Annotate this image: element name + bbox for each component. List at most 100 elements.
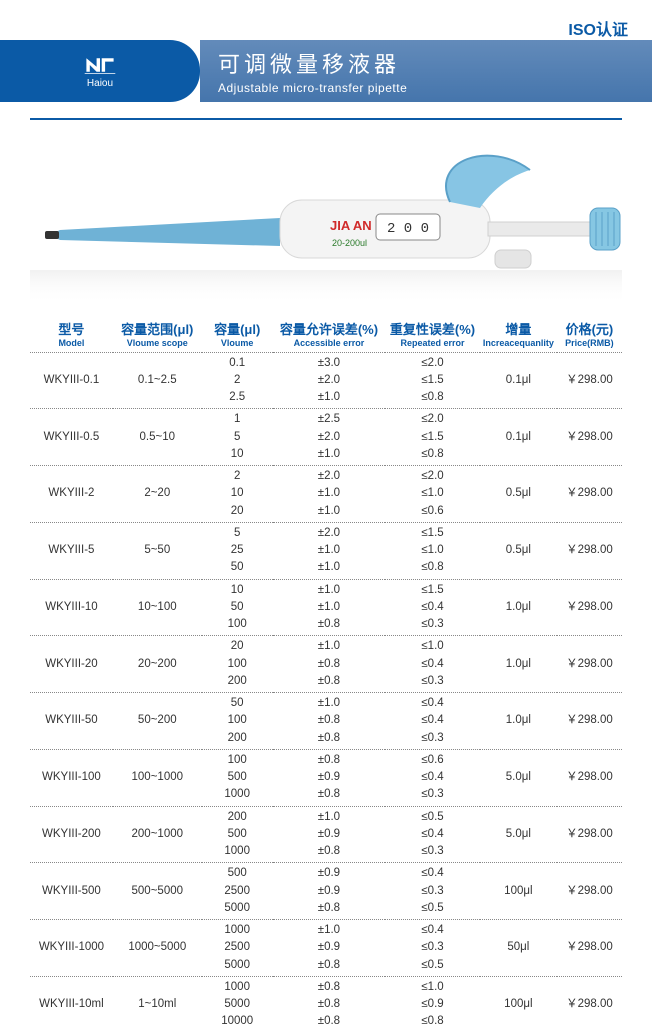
cell-price: ￥298.00 [557, 636, 622, 693]
cell-incr: 5.0μl [480, 806, 557, 863]
cell-model: WKYIII-50 [30, 693, 113, 750]
table-row: WKYIII-100100~1000100 500 1000±0.8 ±0.9 … [30, 749, 622, 806]
cell-scope: 0.5~10 [113, 409, 202, 466]
cell-volume: 1 5 10 [202, 409, 273, 466]
cell-aerr: ±2.0 ±1.0 ±1.0 [273, 522, 385, 579]
col-header: 容量允许误差(%)Accessible error [273, 320, 385, 352]
cell-scope: 10~100 [113, 579, 202, 636]
cell-aerr: ±1.0 ±0.9 ±0.8 [273, 806, 385, 863]
cell-price: ￥298.00 [557, 920, 622, 977]
col-header: 价格(元)Price(RMB) [557, 320, 622, 352]
pipette-range-label: 20-200ul [332, 238, 367, 248]
table-row: WKYIII-5050~20050 100 200±1.0 ±0.8 ±0.8≤… [30, 693, 622, 750]
cell-incr: 100μl [480, 976, 557, 1032]
col-header-cn: 型号 [31, 322, 112, 338]
cell-scope: 5~50 [113, 522, 202, 579]
col-header-cn: 容量(μl) [203, 322, 272, 338]
cell-model: WKYIII-500 [30, 863, 113, 920]
col-header-cn: 容量范围(μl) [114, 322, 201, 338]
cell-volume: 100 500 1000 [202, 749, 273, 806]
cell-incr: 100μl [480, 863, 557, 920]
cell-model: WKYIII-1000 [30, 920, 113, 977]
col-header: 增量Increacequanlity [480, 320, 557, 352]
cell-scope: 1000~5000 [113, 920, 202, 977]
table-row: WKYIII-10001000~50001000 2500 5000±1.0 ±… [30, 920, 622, 977]
cell-rerr: ≤0.6 ≤0.4 ≤0.3 [385, 749, 480, 806]
cell-aerr: ±2.5 ±2.0 ±1.0 [273, 409, 385, 466]
cell-model: WKYIII-0.5 [30, 409, 113, 466]
col-header-en: Accessible error [274, 338, 384, 349]
cell-aerr: ±1.0 ±1.0 ±0.8 [273, 579, 385, 636]
cell-volume: 5 25 50 [202, 522, 273, 579]
cell-incr: 0.5μl [480, 466, 557, 523]
cell-incr: 50μl [480, 920, 557, 977]
header-band: Haiou 可调微量移液器 Adjustable micro-transfer … [0, 40, 652, 102]
table-row: WKYIII-1010~10010 50 100±1.0 ±1.0 ±0.8≤1… [30, 579, 622, 636]
cell-rerr: ≤0.4 ≤0.3 ≤0.5 [385, 920, 480, 977]
cell-scope: 2~20 [113, 466, 202, 523]
col-header-en: Vloume scope [114, 338, 201, 349]
cell-rerr: ≤1.5 ≤0.4 ≤0.3 [385, 579, 480, 636]
spec-table-body: WKYIII-0.10.1~2.50.1 2 2.5±3.0 ±2.0 ±1.0… [30, 352, 622, 1033]
table-row: WKYIII-10ml1~10ml1000 5000 10000±0.8 ±0.… [30, 976, 622, 1032]
col-header-cn: 增量 [481, 322, 556, 338]
cell-aerr: ±0.8 ±0.8 ±0.8 [273, 976, 385, 1032]
cell-volume: 20 100 200 [202, 636, 273, 693]
cell-rerr: ≤1.5 ≤1.0 ≤0.8 [385, 522, 480, 579]
table-row: WKYIII-2020~20020 100 200±1.0 ±0.8 ±0.8≤… [30, 636, 622, 693]
cell-model: WKYIII-100 [30, 749, 113, 806]
spec-table: 型号Model容量范围(μl)Vloume scope容量(μl)Vloume容… [30, 320, 622, 1033]
col-header-cn: 容量允许误差(%) [274, 322, 384, 338]
cell-rerr: ≤2.0 ≤1.0 ≤0.6 [385, 466, 480, 523]
pipette-display-value: 2 0 0 [387, 221, 429, 237]
col-header: 容量(μl)Vloume [202, 320, 273, 352]
title-english: Adjustable micro-transfer pipette [218, 81, 652, 95]
cell-price: ￥298.00 [557, 579, 622, 636]
col-header-en: Model [31, 338, 112, 349]
cell-price: ￥298.00 [557, 806, 622, 863]
brand-pill: Haiou [0, 40, 200, 102]
cell-aerr: ±1.0 ±0.8 ±0.8 [273, 693, 385, 750]
brand-logo-icon [83, 54, 117, 76]
table-row: WKYIII-200200~1000200 500 1000±1.0 ±0.9 … [30, 806, 622, 863]
cell-rerr: ≤0.4 ≤0.4 ≤0.3 [385, 693, 480, 750]
brand-name: Haiou [87, 78, 113, 89]
cell-price: ￥298.00 [557, 522, 622, 579]
cell-rerr: ≤0.5 ≤0.4 ≤0.3 [385, 806, 480, 863]
spec-table-head: 型号Model容量范围(μl)Vloume scope容量(μl)Vloume容… [30, 320, 622, 352]
title-chinese: 可调微量移液器 [218, 47, 652, 79]
cell-scope: 200~1000 [113, 806, 202, 863]
cell-incr: 0.1μl [480, 409, 557, 466]
col-header: 型号Model [30, 320, 113, 352]
iso-badge: ISO认证 [568, 16, 628, 40]
cell-model: WKYIII-2 [30, 466, 113, 523]
cell-incr: 1.0μl [480, 636, 557, 693]
cell-price: ￥298.00 [557, 976, 622, 1032]
table-row: WKYIII-55~505 25 50±2.0 ±1.0 ±1.0≤1.5 ≤1… [30, 522, 622, 579]
pipette-brand-label: JIA AN [330, 218, 372, 233]
cell-volume: 10 50 100 [202, 579, 273, 636]
cell-scope: 20~200 [113, 636, 202, 693]
cell-scope: 50~200 [113, 693, 202, 750]
cell-volume: 1000 5000 10000 [202, 976, 273, 1032]
cell-aerr: ±1.0 ±0.9 ±0.8 [273, 920, 385, 977]
cell-rerr: ≤2.0 ≤1.5 ≤0.8 [385, 352, 480, 409]
cell-rerr: ≤1.0 ≤0.9 ≤0.8 [385, 976, 480, 1032]
cell-volume: 0.1 2 2.5 [202, 352, 273, 409]
cell-model: WKYIII-5 [30, 522, 113, 579]
table-row: WKYIII-0.50.5~101 5 10±2.5 ±2.0 ±1.0≤2.0… [30, 409, 622, 466]
cell-rerr: ≤1.0 ≤0.4 ≤0.3 [385, 636, 480, 693]
cell-model: WKYIII-10ml [30, 976, 113, 1032]
cell-price: ￥298.00 [557, 693, 622, 750]
cell-volume: 500 2500 5000 [202, 863, 273, 920]
cell-volume: 2 10 20 [202, 466, 273, 523]
cell-aerr: ±3.0 ±2.0 ±1.0 [273, 352, 385, 409]
cell-incr: 0.1μl [480, 352, 557, 409]
cell-price: ￥298.00 [557, 352, 622, 409]
cell-volume: 200 500 1000 [202, 806, 273, 863]
divider-line [30, 118, 622, 120]
cell-aerr: ±0.8 ±0.9 ±0.8 [273, 749, 385, 806]
cell-volume: 50 100 200 [202, 693, 273, 750]
cell-rerr: ≤0.4 ≤0.3 ≤0.5 [385, 863, 480, 920]
spec-table-wrap: 型号Model容量范围(μl)Vloume scope容量(μl)Vloume容… [30, 320, 622, 1033]
